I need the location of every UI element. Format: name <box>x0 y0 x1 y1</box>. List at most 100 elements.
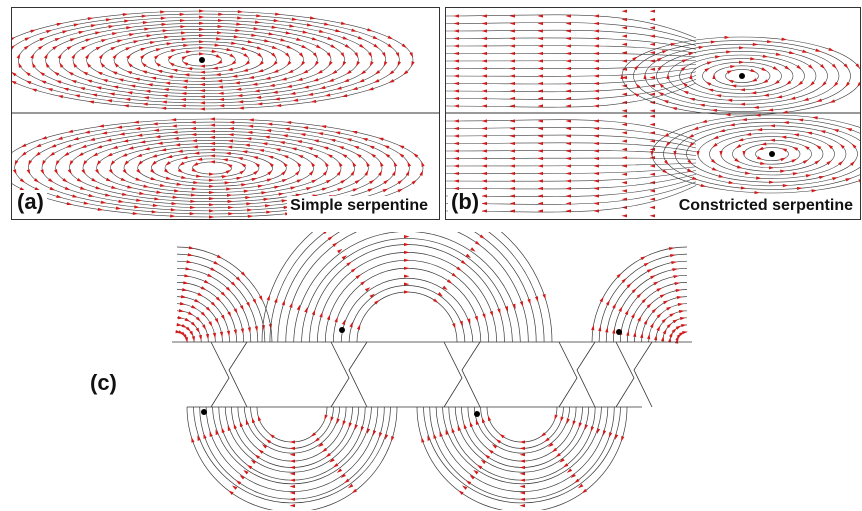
flow-arrow <box>196 157 203 161</box>
flow-arrow <box>453 156 459 161</box>
flow-arrow <box>593 74 599 78</box>
streamline <box>14 121 410 215</box>
flow-arrow <box>352 86 358 90</box>
flow-arrow <box>335 28 341 33</box>
flow-arrow <box>136 153 143 157</box>
flow-arrow <box>162 29 169 33</box>
flow-arrow <box>393 161 398 167</box>
flow-arrow <box>453 119 459 123</box>
flow-arrow <box>661 50 668 54</box>
flow-arrow <box>463 423 467 430</box>
flow-arrow <box>85 53 90 60</box>
streamline <box>55 130 369 206</box>
flow-arrow <box>755 113 761 117</box>
flow-arrow <box>284 127 290 131</box>
flow-arrow <box>781 148 788 152</box>
flow-arrow <box>565 66 571 71</box>
streamline <box>12 13 400 107</box>
flow-arrow <box>215 429 219 435</box>
flow-arrow <box>182 61 189 66</box>
flow-arrow <box>442 285 448 291</box>
flow-arrow <box>186 260 193 264</box>
flow-arrow <box>246 130 253 135</box>
flow-arrow <box>663 132 670 138</box>
flow-arrow <box>300 60 306 67</box>
flow-arrow <box>88 193 95 197</box>
flow-arrow <box>243 469 249 475</box>
flow-arrow <box>488 449 494 454</box>
flow-arrow <box>336 468 343 473</box>
flow-arrow <box>676 295 683 300</box>
flow-arrow <box>209 123 215 127</box>
flow-arrow <box>205 333 210 340</box>
panel-b-caption: Constricted serpentine <box>675 196 856 216</box>
flow-arrow <box>621 156 627 160</box>
flow-arrow <box>57 95 64 99</box>
flow-arrow <box>649 147 655 151</box>
flow-arrow <box>52 45 58 50</box>
flow-arrow <box>374 70 381 75</box>
streamline <box>755 147 789 161</box>
flow-arrow <box>687 168 693 173</box>
flow-arrow <box>565 104 571 108</box>
flow-arrow <box>643 262 650 267</box>
flow-arrow <box>217 85 224 89</box>
flow-arrow <box>637 315 642 322</box>
flow-arrow <box>266 122 273 126</box>
flow-arrow <box>829 99 836 103</box>
flow-arrow <box>191 139 198 143</box>
flow-arrow <box>719 128 725 133</box>
flow-arrow <box>726 50 732 54</box>
flow-arrow <box>247 214 254 218</box>
flow-arrow <box>243 189 250 193</box>
flow-arrow <box>838 160 844 166</box>
flow-arrow <box>621 131 627 135</box>
flow-arrow <box>102 79 108 83</box>
flow-arrow <box>264 76 271 80</box>
flow-arrow <box>357 35 364 40</box>
flow-arrow <box>216 254 223 259</box>
flow-arrow <box>509 164 515 168</box>
flow-arrow <box>192 145 198 149</box>
flow-arrow <box>711 108 718 113</box>
flow-arrow <box>266 294 270 301</box>
flow-arrow <box>224 181 231 185</box>
flow-arrow <box>661 318 667 324</box>
flow-arrow <box>209 129 215 133</box>
flow-arrow <box>170 208 177 212</box>
flow-arrow <box>739 46 745 50</box>
flow-arrow <box>226 193 233 197</box>
flow-arrow <box>164 35 170 39</box>
flow-arrow <box>180 31 187 35</box>
flow-arrow <box>90 24 97 28</box>
flow-arrow <box>221 175 228 179</box>
flow-arrow <box>621 34 627 38</box>
flow-arrow <box>269 433 275 439</box>
flow-arrow <box>756 128 763 132</box>
flow-arrow <box>143 184 150 188</box>
flow-arrow <box>537 134 543 138</box>
flow-arrow <box>459 320 463 327</box>
flow-arrow <box>509 201 515 206</box>
flow-arrow <box>154 197 160 201</box>
flow-arrow <box>621 181 627 185</box>
flow-arrow <box>289 491 295 495</box>
flow-arrow <box>179 161 185 166</box>
flow-arrow <box>816 98 823 102</box>
flow-arrow <box>348 422 352 429</box>
flow-arrow <box>481 417 486 424</box>
flow-arrow <box>509 134 515 138</box>
flow-arrow <box>73 23 80 27</box>
flow-arrow <box>257 415 262 422</box>
flow-arrow <box>646 268 653 273</box>
flow-arrow <box>144 89 151 93</box>
flow-arrow <box>314 60 319 67</box>
flow-arrow <box>156 190 163 194</box>
flow-arrow <box>565 51 571 56</box>
flow-arrow <box>469 475 475 480</box>
flow-arrow <box>186 67 193 71</box>
flow-arrow <box>237 100 244 104</box>
flow-arrow <box>828 47 835 51</box>
flow-arrow <box>774 79 780 85</box>
flow-arrow <box>839 143 845 149</box>
